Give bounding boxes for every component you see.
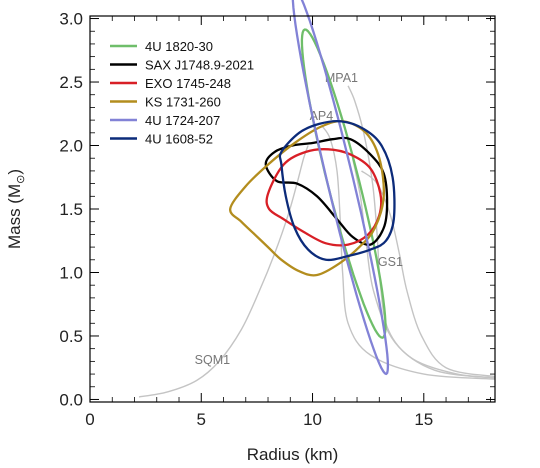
eos-label-sqm1: SQM1	[195, 353, 230, 367]
contour-4u-1820-30	[300, 28, 387, 339]
contour-4u-1724-207	[291, 0, 390, 376]
x-tick-label: 10	[303, 410, 322, 429]
legend-label: EXO 1745-248	[145, 76, 231, 91]
eos-label-mpa1: MPA1	[325, 71, 358, 85]
eos-curve-mpa1	[347, 85, 496, 379]
y-tick-label: 1.0	[59, 263, 83, 282]
contour-ks-1731-260	[229, 120, 386, 277]
legend-label: 4U 1608-52	[145, 132, 213, 147]
legend-label: SAX J1748.9-2021	[145, 58, 254, 73]
contour-4u-1608-52	[278, 119, 396, 262]
y-axis-title-close: )	[5, 169, 24, 175]
y-axis-title: Mass (M⊙)	[5, 169, 27, 249]
axis-ticks: 0 5 10 15 0.0 0.5 1.0 1.5 2.0 2.5 3.0	[59, 10, 495, 429]
legend-label: 4U 1724-207	[145, 113, 220, 128]
y-tick-label: 2.5	[59, 73, 83, 92]
eos-label-gs1: GS1	[378, 255, 403, 269]
legend-label: 4U 1820-30	[145, 39, 213, 54]
y-axis-title-sub: ⊙	[15, 175, 27, 184]
x-tick-label: 5	[197, 410, 206, 429]
x-tick-label: 15	[414, 410, 433, 429]
eos-curve-ap4	[321, 126, 496, 380]
y-tick-label: 2.0	[59, 137, 83, 156]
eos-curves: SQM1 MPA1 AP4 GS1	[138, 71, 496, 398]
y-tick-label: 0.0	[59, 390, 83, 409]
x-tick-label: 0	[85, 410, 94, 429]
y-tick-label: 1.5	[59, 200, 83, 219]
contour-sax-j1748-9-2021	[264, 136, 389, 246]
legend: 4U 1820-30 SAX J1748.9-2021 EXO 1745-248 KS…	[110, 39, 254, 147]
plot-frame	[89, 15, 496, 403]
y-tick-label: 0.5	[59, 327, 83, 346]
eos-curve-sqm1	[138, 145, 309, 398]
eos-label-ap4: AP4	[310, 109, 334, 123]
x-axis-title: Radius (km)	[247, 445, 339, 464]
y-axis-title-main: Mass (M	[5, 184, 24, 249]
constraint-contours	[229, 0, 396, 376]
eos-curve-unlabeled-4	[351, 158, 496, 379]
legend-label: KS 1731-260	[145, 95, 221, 110]
y-tick-label: 3.0	[59, 10, 83, 29]
